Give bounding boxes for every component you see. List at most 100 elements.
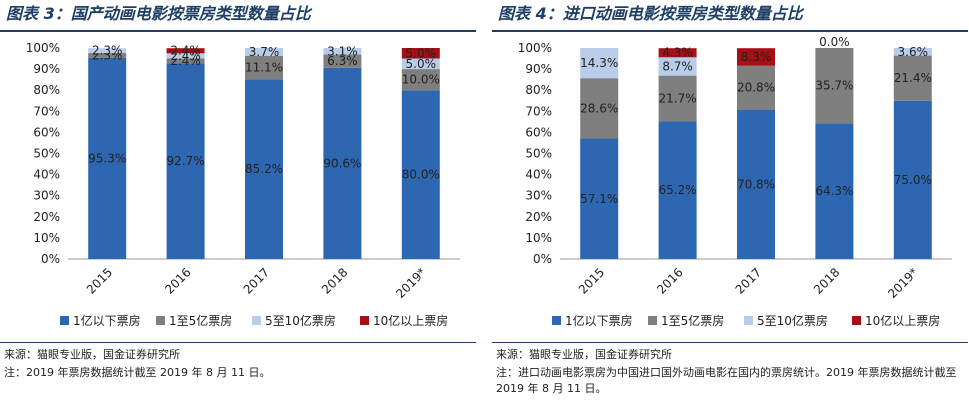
x-tick-label: 2018 bbox=[319, 265, 350, 296]
data-label: 65.2% bbox=[659, 183, 697, 197]
bar-segment bbox=[166, 53, 205, 59]
data-label: 95.3% bbox=[88, 151, 126, 165]
data-label: 5.0% bbox=[406, 46, 437, 60]
footnote: 注：进口动画电影票房为中国进口国外动画电影在国内的票房统计。2019 年票房数据… bbox=[496, 366, 957, 395]
y-tick-label: 60% bbox=[525, 125, 552, 139]
y-tick-label: 30% bbox=[525, 189, 552, 203]
data-label: 21.7% bbox=[659, 92, 697, 106]
bar-segment bbox=[580, 138, 619, 259]
y-tick-label: 20% bbox=[33, 210, 60, 224]
footer-rule bbox=[0, 342, 476, 343]
data-label: 3.1% bbox=[327, 44, 358, 58]
y-tick-label: 80% bbox=[33, 83, 60, 97]
x-tick-label: 2016 bbox=[162, 265, 193, 296]
data-label: 11.1% bbox=[245, 61, 283, 75]
x-tick-label: 2015 bbox=[84, 265, 115, 296]
bar-segment bbox=[815, 48, 854, 124]
x-tick-label: 2019* bbox=[393, 265, 429, 301]
x-tick-label: 2015 bbox=[576, 265, 607, 296]
legend-label: 10亿以上票房 bbox=[865, 313, 940, 328]
bar-segment bbox=[737, 48, 775, 66]
legend-label: 5至10亿票房 bbox=[265, 313, 336, 328]
bar-segment bbox=[658, 75, 697, 122]
bar-segment bbox=[401, 58, 440, 70]
data-label: 90.6% bbox=[323, 156, 361, 170]
bar-segment bbox=[580, 48, 619, 79]
bar-segment bbox=[401, 69, 440, 91]
bar-segment bbox=[658, 48, 697, 58]
legend-label: 1亿以下票房 bbox=[565, 313, 633, 328]
y-tick-label: 80% bbox=[525, 83, 552, 97]
x-tick-label: 2016 bbox=[654, 265, 685, 296]
title-rule bbox=[0, 30, 476, 32]
data-label: 20.8% bbox=[737, 81, 775, 95]
y-tick-label: 50% bbox=[33, 147, 60, 161]
title-rule bbox=[492, 30, 968, 32]
data-label: 80.0% bbox=[402, 168, 440, 182]
bar-segment bbox=[245, 79, 283, 259]
x-tick-label: 2018 bbox=[811, 265, 842, 296]
bar-segment bbox=[658, 57, 697, 76]
y-tick-label: 10% bbox=[33, 231, 60, 245]
data-label: 14.3% bbox=[580, 56, 618, 70]
bar-segment bbox=[323, 67, 362, 259]
bar-segment bbox=[166, 48, 205, 54]
data-label: 75.0% bbox=[894, 173, 932, 187]
bar-segment bbox=[737, 109, 775, 259]
y-tick-label: 100% bbox=[26, 41, 60, 55]
source-note: 来源：猫眼专业版，国金证券研究所 bbox=[4, 348, 180, 361]
legend-label: 1至5亿票房 bbox=[661, 313, 724, 328]
data-label: 5.0% bbox=[406, 57, 437, 71]
y-tick-label: 0% bbox=[533, 252, 552, 266]
data-label: 35.7% bbox=[815, 79, 853, 93]
bar-segment bbox=[88, 53, 127, 58]
y-tick-label: 70% bbox=[33, 104, 60, 118]
y-tick-label: 50% bbox=[525, 147, 552, 161]
data-label: 3.6% bbox=[898, 45, 929, 59]
bar-segment bbox=[166, 58, 205, 64]
data-label: 4.3% bbox=[662, 46, 693, 60]
x-tick-label: 2019* bbox=[885, 265, 921, 301]
data-label: 2.4% bbox=[170, 44, 201, 58]
y-tick-label: 90% bbox=[33, 62, 60, 76]
bar-segment bbox=[166, 63, 205, 259]
legend-swatch bbox=[156, 316, 165, 325]
y-tick-label: 30% bbox=[33, 189, 60, 203]
bar-segment bbox=[88, 57, 127, 260]
legend-label: 1至5亿票房 bbox=[169, 313, 232, 328]
chart-title: 图表 4：进口动画电影按票房类型数量占比 bbox=[498, 4, 803, 23]
bar-segment bbox=[323, 54, 362, 68]
data-label: 70.8% bbox=[737, 177, 775, 191]
legend-label: 1亿以下票房 bbox=[73, 313, 141, 328]
data-label: 8.7% bbox=[662, 59, 693, 73]
data-label: 85.2% bbox=[245, 162, 283, 176]
data-label: 64.3% bbox=[815, 184, 853, 198]
bar-segment bbox=[88, 48, 127, 54]
bar-segment bbox=[580, 78, 619, 139]
chart-title: 图表 3：国产动画电影按票房类型数量占比 bbox=[6, 4, 311, 23]
bar-segment bbox=[737, 65, 775, 110]
y-tick-label: 40% bbox=[525, 168, 552, 182]
bar-segment bbox=[323, 48, 362, 55]
y-tick-label: 40% bbox=[33, 168, 60, 182]
data-label: 8.3% bbox=[741, 50, 772, 64]
bar-segment bbox=[893, 48, 932, 56]
data-label: 0.0% bbox=[819, 35, 850, 49]
legend-swatch bbox=[360, 316, 369, 325]
legend-swatch bbox=[648, 316, 657, 325]
source-note: 来源：猫眼专业版，国金证券研究所 bbox=[496, 348, 672, 361]
data-label: 10.0% bbox=[402, 73, 440, 87]
bar-segment bbox=[401, 90, 440, 259]
y-tick-label: 10% bbox=[525, 231, 552, 245]
y-tick-label: 60% bbox=[33, 125, 60, 139]
y-tick-label: 20% bbox=[525, 210, 552, 224]
bar-segment bbox=[893, 100, 932, 259]
data-label: 6.3% bbox=[327, 54, 358, 68]
data-label: 92.7% bbox=[167, 154, 205, 168]
legend-swatch bbox=[744, 316, 753, 325]
stacked-bar-chart-domestic: 0% 10% 20% 30% 40% 50% 60% 70% 80% 90% 100% 95.3% 2.… bbox=[26, 41, 460, 328]
x-tick-label: 2017 bbox=[241, 265, 272, 296]
bar-segment bbox=[245, 55, 283, 80]
legend-swatch bbox=[552, 316, 561, 325]
bar-segment bbox=[815, 123, 854, 260]
